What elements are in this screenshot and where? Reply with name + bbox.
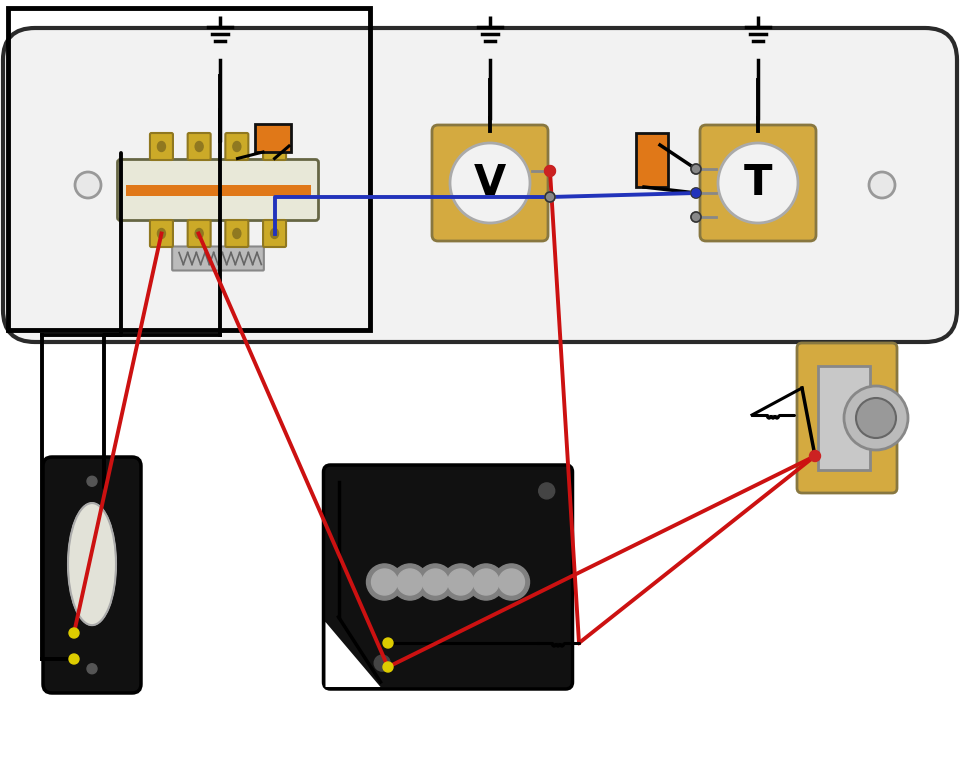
Circle shape [691,212,701,222]
Bar [255,124,291,152]
Circle shape [869,172,895,198]
Circle shape [84,474,100,490]
Circle shape [371,569,398,595]
Text: V: V [474,162,506,204]
Ellipse shape [233,141,241,152]
Circle shape [539,483,555,499]
Circle shape [473,569,499,595]
Circle shape [691,188,701,198]
FancyBboxPatch shape [3,28,957,342]
Circle shape [448,569,473,595]
Circle shape [844,386,908,450]
Circle shape [392,564,428,600]
FancyBboxPatch shape [187,133,211,160]
Circle shape [383,638,393,648]
Ellipse shape [270,141,278,152]
Circle shape [545,165,556,177]
Circle shape [691,164,701,174]
FancyBboxPatch shape [118,159,318,221]
Circle shape [468,564,504,600]
Bar [636,133,668,187]
Circle shape [545,166,555,176]
Polygon shape [325,622,380,687]
FancyBboxPatch shape [263,133,286,160]
FancyBboxPatch shape [43,457,141,693]
Circle shape [692,189,700,197]
Circle shape [417,564,454,600]
Ellipse shape [158,228,166,238]
Circle shape [443,564,479,600]
Ellipse shape [270,228,278,238]
Text: T: T [744,162,772,204]
FancyBboxPatch shape [150,220,172,247]
Circle shape [718,143,798,223]
Circle shape [856,398,896,438]
Circle shape [75,172,101,198]
Circle shape [809,451,820,461]
Circle shape [367,564,403,600]
FancyBboxPatch shape [225,133,248,160]
Circle shape [383,662,393,672]
FancyBboxPatch shape [187,220,211,247]
Ellipse shape [195,141,203,152]
FancyBboxPatch shape [150,133,172,160]
Circle shape [84,661,100,677]
Circle shape [69,654,79,664]
Ellipse shape [233,228,241,238]
Circle shape [87,476,97,487]
Circle shape [422,569,448,595]
Ellipse shape [195,228,203,238]
Circle shape [493,564,529,600]
FancyBboxPatch shape [225,220,248,247]
FancyBboxPatch shape [797,343,897,493]
Circle shape [450,143,530,223]
FancyBboxPatch shape [263,220,286,247]
Circle shape [545,192,555,202]
Ellipse shape [68,503,116,625]
Ellipse shape [158,141,166,152]
FancyBboxPatch shape [432,125,548,241]
Circle shape [87,663,97,674]
Bar [818,366,870,470]
Circle shape [69,628,79,638]
FancyBboxPatch shape [323,465,572,689]
Circle shape [374,655,390,671]
Circle shape [499,569,524,595]
FancyBboxPatch shape [700,125,816,241]
Bar [125,185,311,196]
Circle shape [397,569,423,595]
FancyBboxPatch shape [172,247,264,270]
